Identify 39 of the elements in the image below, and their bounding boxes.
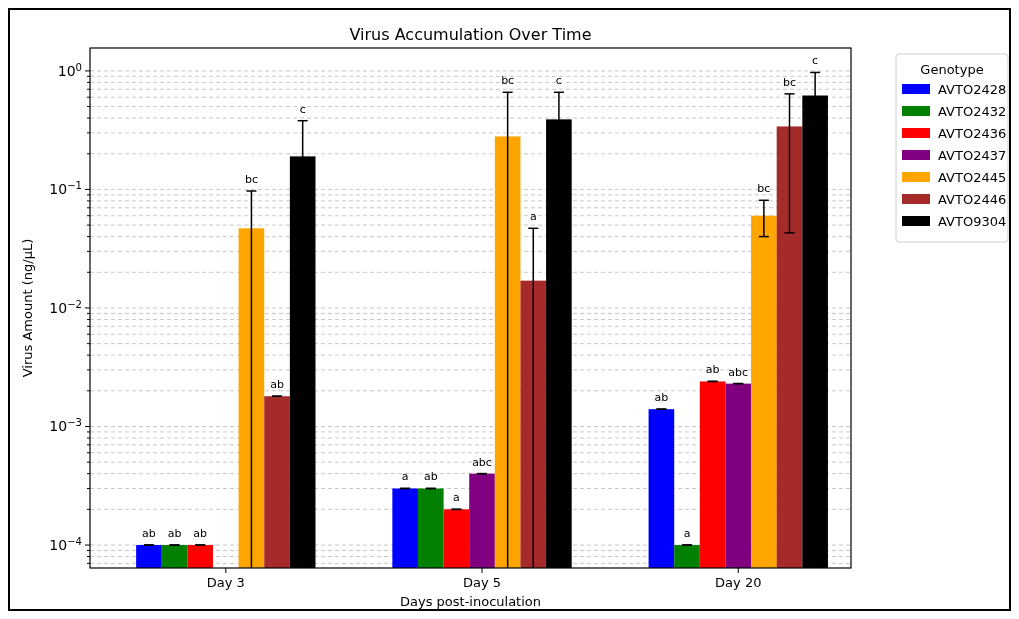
annotation: bc <box>501 74 515 88</box>
y-tick-label: 10$^{−2}$ <box>49 298 82 316</box>
annotation: a <box>453 491 460 505</box>
y-axis-title: Virus Amount (ng/µL) <box>20 238 35 378</box>
annotation: ab <box>705 363 720 377</box>
x-tick-label: Day 20 <box>715 575 762 590</box>
legend-label: AVTO2428 <box>938 82 1007 97</box>
annotation: ab <box>142 527 156 541</box>
annotation: c <box>812 54 819 68</box>
x-axis-title: Days post-inoculation <box>399 594 542 609</box>
x-tick-label: Day 3 <box>206 575 245 590</box>
annotation: a <box>683 527 691 541</box>
legend-label: AVTO2445 <box>938 170 1007 185</box>
legend-label: AVTO2446 <box>938 192 1007 207</box>
annotation: c <box>299 102 306 116</box>
annotation: abc <box>472 455 492 469</box>
annotation: bc <box>757 182 771 196</box>
y-tick-label: 10$^{−3}$ <box>49 416 82 435</box>
annotation: ab <box>423 470 438 484</box>
chart-title: Virus Accumulation Over Time <box>349 25 592 44</box>
legend-label: AVTO2436 <box>938 126 1007 141</box>
x-tick-label: Day 5 <box>462 575 502 590</box>
y-tick-label: 10$^{−1}$ <box>49 179 82 198</box>
y-tick-label: 10$^{0}$ <box>57 61 82 79</box>
y-tick-label: 10$^{−4}$ <box>49 535 82 554</box>
annotation: ab <box>654 391 669 405</box>
annotation: bc <box>782 75 797 89</box>
annotation: a <box>529 210 537 224</box>
annotation: ab <box>270 378 284 392</box>
legend-label: AVTO9304 <box>938 214 1007 229</box>
legend-label: AVTO2437 <box>938 148 1007 163</box>
annotation: ab <box>167 527 182 541</box>
annotation: bc <box>244 172 258 186</box>
annotation: ab <box>193 527 208 541</box>
annotation: a <box>401 470 409 484</box>
legend-label: AVTO2432 <box>938 104 1007 119</box>
annotation: c <box>555 74 562 88</box>
annotation: abc <box>728 365 749 379</box>
legend-title: Genotype <box>920 62 984 77</box>
